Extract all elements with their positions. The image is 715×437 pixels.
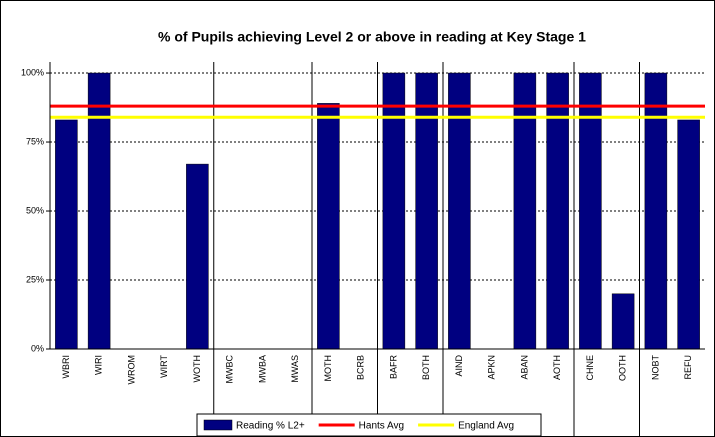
x-tick-label: MOTH — [323, 355, 333, 382]
y-tick-label: 75% — [26, 136, 44, 146]
x-tick-label: WROM — [126, 355, 136, 385]
legend-label: England Avg — [458, 421, 514, 432]
x-tick-label: WIRI — [94, 355, 104, 375]
x-tick-label: WBRI — [61, 355, 71, 379]
bar — [55, 119, 78, 350]
x-tick-label: WIRT — [159, 355, 169, 378]
x-tick-label: MWBC — [225, 355, 235, 384]
x-tick-label: NOBT — [650, 355, 660, 381]
x-tick-label: BCRB — [356, 355, 366, 380]
bar — [677, 119, 700, 350]
y-tick-label: 0% — [31, 343, 44, 353]
bar — [513, 72, 537, 350]
x-tick-label: ABAN — [519, 355, 529, 380]
chart-title: % of Pupils achieving Level 2 or above i… — [158, 29, 586, 45]
bar — [415, 72, 438, 350]
bar — [382, 72, 406, 350]
legend-label: Hants Avg — [359, 421, 404, 432]
bar — [317, 103, 340, 350]
bar — [579, 72, 602, 350]
bar — [611, 293, 635, 350]
legend-swatch — [203, 419, 233, 431]
x-tick-label: MWAS — [290, 355, 300, 383]
bar — [186, 163, 209, 350]
x-tick-label: AOTH — [552, 355, 562, 380]
bar — [448, 72, 471, 350]
bar — [546, 72, 569, 350]
x-tick-label: CHNE — [585, 355, 595, 381]
y-tick-label: 25% — [26, 274, 44, 284]
x-tick-label: WOTH — [192, 355, 202, 383]
y-tick-label: 100% — [21, 67, 44, 77]
bar — [644, 72, 668, 350]
x-tick-label: REFU — [683, 355, 693, 380]
x-tick-label: BAFR — [388, 355, 398, 380]
legend: Reading % L2+ Hants Avg England Avg — [196, 413, 542, 437]
legend-box — [196, 413, 542, 437]
x-tick-label: APKN — [487, 355, 497, 380]
x-tick-label: OOTH — [618, 355, 628, 381]
x-tick-label: AIND — [454, 355, 464, 377]
bar — [87, 72, 111, 350]
y-tick-label: 50% — [26, 205, 44, 215]
legend-label: Reading % L2+ — [236, 421, 305, 432]
x-tick-label: BOTH — [421, 355, 431, 380]
x-tick-label: MWBA — [257, 355, 267, 383]
